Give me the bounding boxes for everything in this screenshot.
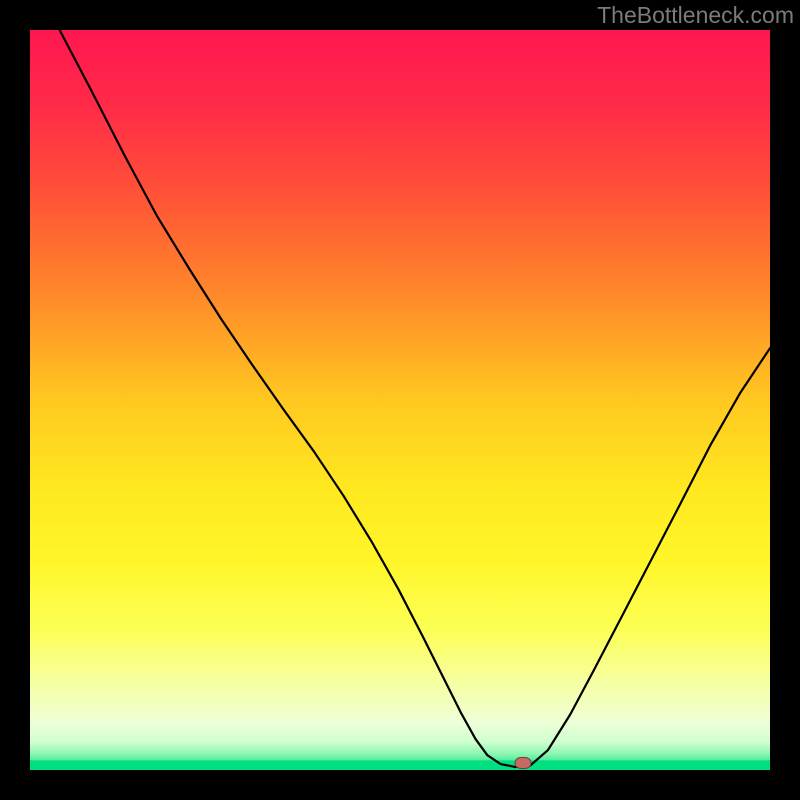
plot-area — [30, 30, 770, 770]
bottleneck-marker — [514, 757, 531, 769]
watermark-text: TheBottleneck.com — [597, 2, 794, 29]
gradient-plot — [30, 30, 770, 770]
chart-frame: TheBottleneck.com — [0, 0, 800, 800]
